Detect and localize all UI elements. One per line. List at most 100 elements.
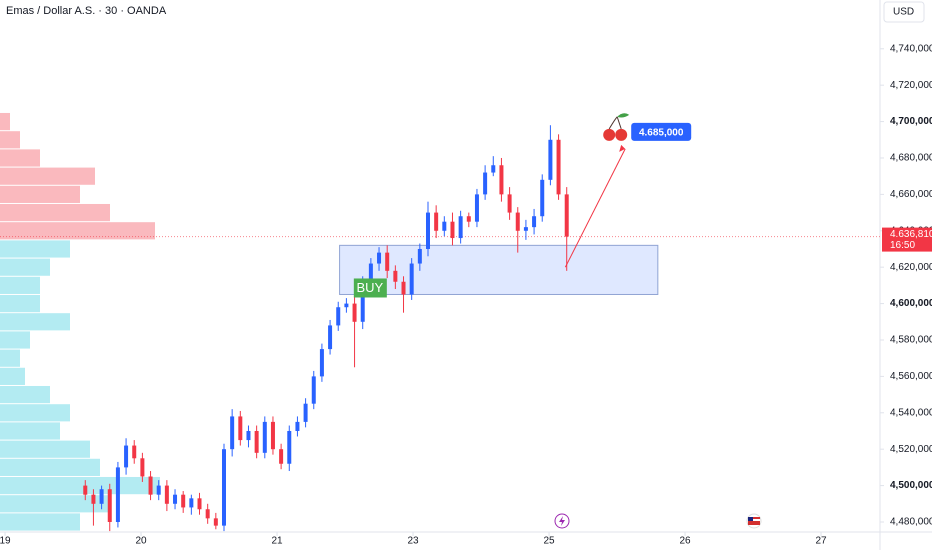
candle-body [491,165,496,173]
candle-body [564,194,569,237]
volume-profile-bar [0,331,30,349]
candle-body [189,498,194,508]
candle-body [295,421,300,431]
currency: USD [893,7,914,18]
candle-body [458,216,463,239]
candle-body [140,458,145,477]
volume-profile-bar [0,112,10,131]
y-tick-label: 4,600,000 [890,298,932,309]
candle-body [83,485,88,495]
chart-title: Emas / Dollar A.S. · 30 · OANDA [6,5,167,17]
candle-body [409,263,414,295]
volume-profile-bar [0,203,110,222]
candle-body [91,494,96,504]
candle-body [344,303,349,308]
y-tick-label: 4,620,000 [890,262,932,273]
candle-body [434,212,439,231]
candle-body [336,307,341,326]
target-arrow [564,148,626,268]
candle-body [466,216,471,222]
candle-body [99,489,104,504]
candle-body [262,421,267,453]
lightning-icon [554,513,570,529]
candle-body [164,485,169,504]
candle-body [556,139,561,195]
volume-profile-bar [0,222,155,240]
cherry-leaf [617,113,630,118]
buy-label: BUY [356,280,383,295]
candle-body [442,221,447,231]
candle-body [287,430,292,464]
flag-icon [746,513,762,529]
volume-profile-bar [0,240,70,258]
y-tick-label: 4,700,000 [890,116,932,127]
candle-body [132,445,137,459]
volume-profile-bar [0,349,20,367]
candle-body [368,263,373,282]
candle-body [385,252,390,271]
candle-body [377,252,382,264]
candle-body [450,221,455,239]
x-tick-label: 23 [407,536,419,547]
cherry-icon [603,113,630,141]
cherry [615,128,628,141]
candle-body [303,403,308,422]
volume-profile-bar [0,513,80,531]
candle-body [311,376,316,404]
currency-box[interactable] [883,1,925,23]
candle-body [205,509,210,519]
x-tick-label: 26 [679,536,691,547]
candle-body [181,494,186,508]
candle-body [246,430,251,441]
y-tick-label: 4,720,000 [890,80,932,91]
y-tick-label: 4,480,000 [890,517,932,528]
y-tick-label: 4,660,000 [890,189,932,200]
plot: 4,480,000 4,500,000 4,520,000 4,540,000 4,56… [0,43,932,547]
y-tick-label: 4,680,000 [890,153,932,164]
candle-body [173,494,178,504]
volume-profile-bar [0,258,50,276]
candle-body [393,270,398,282]
candle-body [124,445,129,468]
volume-profile-bar [0,385,50,404]
target-label: 4.685,000 [639,128,684,139]
candle-body [540,179,545,217]
candle-body [230,416,235,450]
volume-profile-bar [0,495,110,513]
candle-body [515,212,520,231]
volume-profile-bar [0,422,60,440]
candle-body [197,498,202,510]
candle-body [360,281,365,322]
buy-zone [339,244,659,295]
candle-body [417,248,422,264]
cherry-stem [608,116,622,130]
y-tick-label: 4,520,000 [890,444,932,455]
candle-body [221,449,226,526]
cherry [603,128,616,141]
candle-body [270,421,275,450]
price-tag-value: 4.636,810 [890,229,932,240]
candle-body [107,489,112,522]
candle-body [548,139,553,180]
candle-body [148,476,153,495]
x-tick-label: 27 [815,536,827,547]
x-tick-label: 25 [543,536,555,547]
buy-label-box [353,278,387,298]
candle-body [156,485,161,495]
target-label-box [631,122,692,141]
candle-body [238,416,243,441]
candle-body [523,227,528,231]
volume-profile-bar [0,294,40,313]
price-tag-time: 16:50 [890,240,915,251]
candle-body [319,349,324,377]
candle-body [483,172,488,195]
candle-body [532,216,537,228]
candle-body [425,212,430,249]
y-tick-label: 4,740,000 [890,43,932,54]
candle-body [499,165,504,195]
candle-body [254,430,259,453]
candle-body [507,194,512,213]
volume-profile-bar [0,313,70,331]
x-tick-label: 20 [135,536,147,547]
price-tag [882,227,932,252]
